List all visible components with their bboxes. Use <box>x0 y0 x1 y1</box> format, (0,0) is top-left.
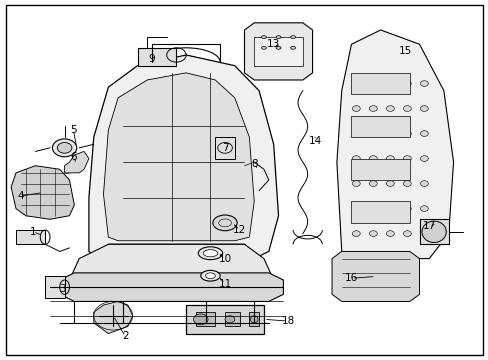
Ellipse shape <box>420 81 427 86</box>
Ellipse shape <box>57 143 72 153</box>
Ellipse shape <box>403 156 410 161</box>
Text: 9: 9 <box>148 54 155 64</box>
Ellipse shape <box>369 231 376 237</box>
Bar <box>419 219 448 244</box>
Polygon shape <box>336 30 453 258</box>
Bar <box>254 37 302 66</box>
Ellipse shape <box>224 316 234 323</box>
Ellipse shape <box>250 316 258 323</box>
Ellipse shape <box>403 131 410 136</box>
Polygon shape <box>244 23 312 80</box>
Ellipse shape <box>403 106 410 111</box>
Ellipse shape <box>403 206 410 211</box>
Bar <box>215 137 234 158</box>
Bar <box>16 230 45 244</box>
Text: 2: 2 <box>122 332 128 342</box>
Ellipse shape <box>386 181 393 186</box>
Text: 6: 6 <box>70 152 77 162</box>
Ellipse shape <box>212 215 237 231</box>
Ellipse shape <box>403 231 410 237</box>
Text: 13: 13 <box>266 39 280 49</box>
Ellipse shape <box>369 181 376 186</box>
Bar <box>249 312 259 327</box>
Ellipse shape <box>403 181 410 186</box>
Ellipse shape <box>420 181 427 186</box>
Bar <box>186 305 264 334</box>
Bar <box>224 312 239 327</box>
Ellipse shape <box>421 221 446 243</box>
Ellipse shape <box>369 206 376 211</box>
Ellipse shape <box>205 273 215 279</box>
Text: 3: 3 <box>59 284 65 294</box>
Ellipse shape <box>352 131 360 136</box>
Ellipse shape <box>352 81 360 86</box>
Ellipse shape <box>352 181 360 186</box>
Polygon shape <box>331 251 419 301</box>
Text: 10: 10 <box>218 253 231 264</box>
Text: 17: 17 <box>422 221 435 231</box>
Ellipse shape <box>403 81 410 86</box>
Ellipse shape <box>261 36 266 39</box>
Bar <box>137 48 176 66</box>
Bar <box>45 276 64 298</box>
Text: 8: 8 <box>250 159 257 169</box>
Bar <box>351 158 409 180</box>
Text: 16: 16 <box>344 273 357 283</box>
Polygon shape <box>103 73 254 241</box>
Ellipse shape <box>369 156 376 161</box>
Polygon shape <box>69 244 273 301</box>
Polygon shape <box>50 273 283 301</box>
Ellipse shape <box>386 131 393 136</box>
Bar <box>351 73 409 94</box>
Ellipse shape <box>420 231 427 237</box>
Ellipse shape <box>203 249 217 257</box>
Ellipse shape <box>290 36 295 39</box>
Ellipse shape <box>386 231 393 237</box>
Ellipse shape <box>386 81 393 86</box>
Text: 14: 14 <box>308 136 321 146</box>
Bar <box>196 312 215 327</box>
Text: 18: 18 <box>281 316 294 326</box>
Ellipse shape <box>352 206 360 211</box>
Ellipse shape <box>420 131 427 136</box>
Ellipse shape <box>276 46 281 49</box>
Text: 4: 4 <box>18 191 24 201</box>
Text: 15: 15 <box>398 46 411 57</box>
Text: 1: 1 <box>30 227 36 237</box>
Ellipse shape <box>193 314 207 325</box>
Bar <box>351 116 409 137</box>
Ellipse shape <box>201 270 220 281</box>
Ellipse shape <box>420 156 427 161</box>
Bar <box>351 202 409 223</box>
Text: 12: 12 <box>233 225 246 235</box>
Ellipse shape <box>52 139 77 157</box>
Ellipse shape <box>276 36 281 39</box>
Text: 11: 11 <box>218 279 231 289</box>
Text: 5: 5 <box>70 125 77 135</box>
Polygon shape <box>89 55 278 258</box>
Ellipse shape <box>352 106 360 111</box>
Text: 7: 7 <box>221 143 228 153</box>
Ellipse shape <box>198 247 222 260</box>
Ellipse shape <box>369 81 376 86</box>
Ellipse shape <box>352 156 360 161</box>
Ellipse shape <box>386 156 393 161</box>
Ellipse shape <box>420 206 427 211</box>
Ellipse shape <box>261 46 266 49</box>
Polygon shape <box>64 152 89 173</box>
Ellipse shape <box>352 231 360 237</box>
Polygon shape <box>11 166 74 219</box>
Ellipse shape <box>386 206 393 211</box>
Ellipse shape <box>290 46 295 49</box>
Ellipse shape <box>386 106 393 111</box>
Ellipse shape <box>369 131 376 136</box>
Polygon shape <box>94 301 132 334</box>
Ellipse shape <box>369 106 376 111</box>
Ellipse shape <box>420 106 427 111</box>
